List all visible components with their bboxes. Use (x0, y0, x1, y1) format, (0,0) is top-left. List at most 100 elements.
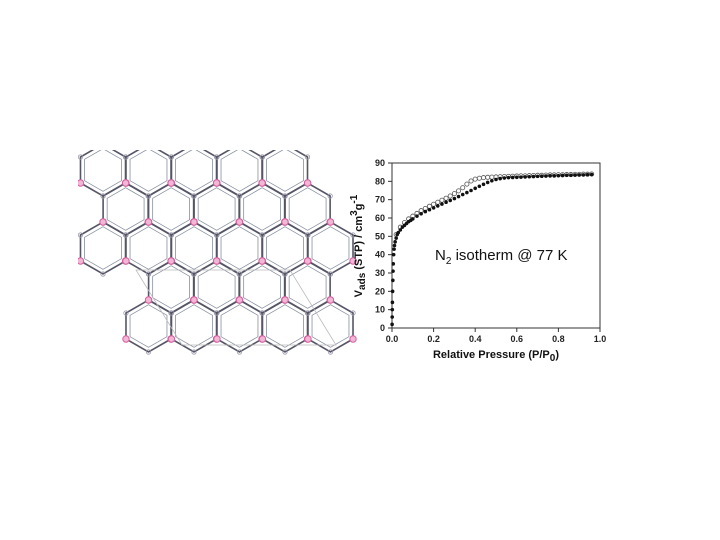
linker-ring (191, 349, 197, 355)
adsorption-point (560, 173, 565, 178)
x-tick-label: 0.4 (469, 334, 482, 344)
framework-ring-inner (175, 150, 213, 192)
adsorption-point (431, 206, 436, 210)
metal-node (144, 218, 153, 226)
framework-ring-inner (175, 226, 213, 270)
desorption-point (460, 185, 466, 191)
adsorption-point (502, 176, 507, 180)
framework-ring (147, 260, 195, 314)
framework-ring-inner (197, 187, 236, 231)
adsorption-point (390, 307, 395, 312)
x-tick-label: 0.0 (386, 334, 399, 344)
adsorption-point (506, 175, 511, 180)
adsorption-point (531, 174, 536, 179)
adsorption-point (398, 228, 403, 232)
framework-ring-inner (220, 150, 259, 192)
framework-ring-inner (84, 150, 122, 192)
framework-ring (238, 182, 286, 236)
framework-ring (216, 299, 263, 353)
metal-node (167, 257, 175, 265)
desorption-point (481, 175, 487, 181)
linker-ring (123, 232, 129, 238)
y-tick-label: 30 (375, 268, 385, 278)
x-axis-title: Relative Pressure (P/P0) (433, 349, 559, 364)
linker-ring (350, 310, 356, 316)
linker-ring (100, 193, 106, 199)
plot-frame (391, 162, 601, 329)
linker-ring (146, 271, 152, 277)
framework-ring-inner (288, 265, 327, 309)
x-tick-label: 0.2 (427, 334, 440, 344)
adsorption-point (510, 175, 515, 180)
metal-node (190, 296, 198, 304)
linker-ring (168, 154, 175, 160)
adsorption-point (393, 240, 397, 244)
linker-ring (168, 232, 175, 238)
metal-node (303, 257, 312, 265)
linker-ring (214, 154, 220, 160)
linker-ring (304, 154, 311, 160)
metal-node (122, 335, 130, 343)
framework-ring-inner (266, 304, 304, 348)
framework-ring (170, 299, 218, 353)
metal-node (212, 257, 221, 265)
adsorption-point (391, 252, 396, 257)
adsorption-point (477, 184, 482, 189)
metal-node (167, 335, 176, 343)
metal-node (122, 257, 130, 265)
linker-ring (78, 154, 84, 160)
linker-ring (305, 232, 311, 238)
adsorption-point (448, 198, 453, 203)
adsorption-point (456, 194, 461, 199)
linker-ring (146, 193, 152, 199)
metal-node (258, 257, 266, 265)
adsorption-point (440, 202, 444, 206)
adsorption-point (485, 180, 490, 185)
linker-ring (123, 310, 129, 316)
metal-node (121, 179, 130, 187)
framework-ring-inner (243, 187, 281, 231)
framework-ring (284, 260, 331, 314)
y-tick-label: 20 (375, 286, 385, 296)
framework-ring (284, 182, 331, 236)
linker-ring (237, 271, 243, 277)
y-tick-label: 10 (375, 305, 385, 315)
adsorption-point (494, 177, 498, 182)
isotherm-annotation: N2 isotherm @ 77 K (435, 247, 568, 267)
desorption-point (464, 181, 470, 187)
framework-ring-inner (197, 265, 236, 309)
linker-ring (78, 232, 84, 238)
framework-network (78, 150, 357, 355)
metal-node (258, 335, 267, 343)
framework-ring (307, 299, 354, 353)
metal-node (212, 179, 221, 187)
adsorption-point (498, 176, 502, 181)
framework-ring-inner (243, 265, 281, 309)
framework-ring (238, 260, 286, 314)
linker-ring (327, 349, 334, 355)
adsorption-point (452, 196, 457, 201)
adsorption-point (392, 247, 396, 251)
framework-ring (125, 299, 172, 353)
linker-ring (259, 310, 266, 316)
framework-ring (79, 221, 127, 275)
linker-ring (259, 232, 266, 238)
unit-cell-outline (135, 269, 337, 346)
linker-ring (282, 349, 288, 355)
metal-node (326, 296, 335, 304)
adsorption-point (539, 174, 544, 178)
linker-ring (305, 310, 311, 316)
adsorption-point (415, 214, 419, 218)
framework-ring-inner (106, 187, 145, 231)
framework-ring (125, 221, 172, 275)
linker-ring (327, 271, 333, 277)
linker-ring (145, 349, 152, 355)
linker-ring (237, 193, 243, 199)
adsorption-point (527, 174, 532, 179)
linker-ring (100, 271, 106, 277)
framework-ring-inner (152, 265, 190, 309)
adsorption-point (427, 207, 432, 212)
framework-ring-inner (152, 187, 190, 231)
framework-ring (102, 182, 149, 236)
